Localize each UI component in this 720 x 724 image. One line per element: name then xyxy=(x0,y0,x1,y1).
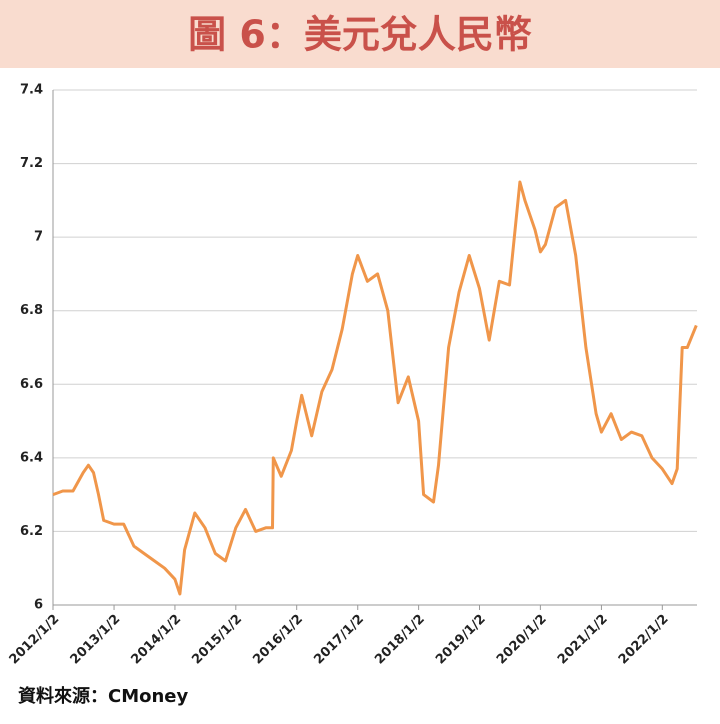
y-tick-label: 6.8 xyxy=(20,303,43,318)
x-tick-label: 2016/1/2 xyxy=(250,612,306,668)
x-tick-label: 2017/1/2 xyxy=(311,612,367,668)
y-tick-label: 7.4 xyxy=(20,83,43,98)
x-tick-label: 2020/1/2 xyxy=(494,612,550,668)
source-note: 資料來源：CMoney xyxy=(18,685,189,707)
x-tick-label: 2014/1/2 xyxy=(129,612,185,668)
x-tick-label: 2019/1/2 xyxy=(433,612,489,668)
x-tick-label: 2018/1/2 xyxy=(372,612,428,668)
y-tick-label: 7 xyxy=(34,230,43,245)
chart-title: 圖 6：美元兌人民幣 xyxy=(188,13,532,57)
x-tick-label: 2021/1/2 xyxy=(555,612,611,668)
x-tick-label: 2012/1/2 xyxy=(7,612,63,668)
y-tick-label: 6.4 xyxy=(20,450,43,465)
y-tick-label: 7.2 xyxy=(20,156,43,171)
y-tick-label: 6 xyxy=(34,598,43,613)
data-line xyxy=(52,180,698,596)
y-tick-label: 6.2 xyxy=(20,524,43,539)
y-tick-label: 6.6 xyxy=(20,377,43,392)
title-banner xyxy=(0,0,720,68)
x-tick-label: 2022/1/2 xyxy=(616,612,672,668)
x-tick-label: 2015/1/2 xyxy=(189,612,245,668)
x-tick-label: 2013/1/2 xyxy=(68,612,124,668)
